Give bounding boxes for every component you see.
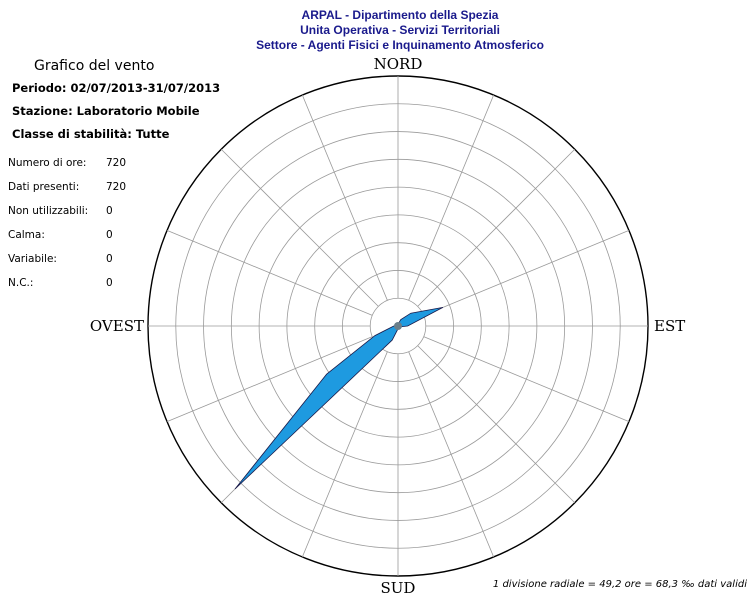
angular-spoke xyxy=(166,336,373,423)
direction-label-north: NORD xyxy=(374,55,423,73)
stat-label: Dati presenti: xyxy=(8,181,80,193)
header-line-1: ARPAL - Dipartimento della Spezia xyxy=(301,8,499,22)
header-line-2: Unita Operativa - Servizi Territoriali xyxy=(300,23,500,37)
stat-value: 720 xyxy=(106,181,127,193)
direction-label-west: OVEST xyxy=(90,317,144,335)
angular-spoke xyxy=(220,148,379,307)
stat-label: N.C.: xyxy=(8,277,34,289)
stazione-label: Stazione: Laboratorio Mobile xyxy=(12,104,200,118)
stat-value: 0 xyxy=(106,205,113,217)
stat-label: Numero di ore: xyxy=(8,157,87,169)
polar-grid xyxy=(147,75,649,577)
stat-value: 0 xyxy=(106,229,113,241)
angular-spoke xyxy=(408,351,495,558)
chart-title: Grafico del vento xyxy=(34,58,155,74)
angular-spoke xyxy=(417,345,576,504)
angular-spoke xyxy=(408,94,495,301)
angular-spoke xyxy=(423,229,630,316)
angular-spoke xyxy=(417,148,576,307)
stat-label: Non utilizzabili: xyxy=(8,205,89,217)
wind-rose-petal xyxy=(234,307,444,490)
angular-spoke xyxy=(166,229,373,316)
direction-label-east: EST xyxy=(654,317,685,335)
periodo-label: Periodo: 02/07/2013-31/07/2013 xyxy=(12,81,221,95)
center-hub xyxy=(394,322,402,330)
stat-label: Variabile: xyxy=(8,253,57,265)
angular-spoke xyxy=(301,94,388,301)
stat-value: 720 xyxy=(106,157,127,169)
radial-scale-note: 1 divisione radiale = 49,2 ore = 68,3 ‰ … xyxy=(492,579,747,590)
angular-spoke xyxy=(301,351,388,558)
stat-value: 0 xyxy=(106,277,113,289)
stat-value: 0 xyxy=(106,253,113,265)
classe-label: Classe di stabilità: Tutte xyxy=(12,127,170,141)
stat-label: Calma: xyxy=(8,229,45,241)
header-line-3: Settore - Agenti Fisici e Inquinamento A… xyxy=(256,38,544,52)
direction-label-south: SUD xyxy=(381,579,416,594)
angular-spoke xyxy=(423,336,630,423)
